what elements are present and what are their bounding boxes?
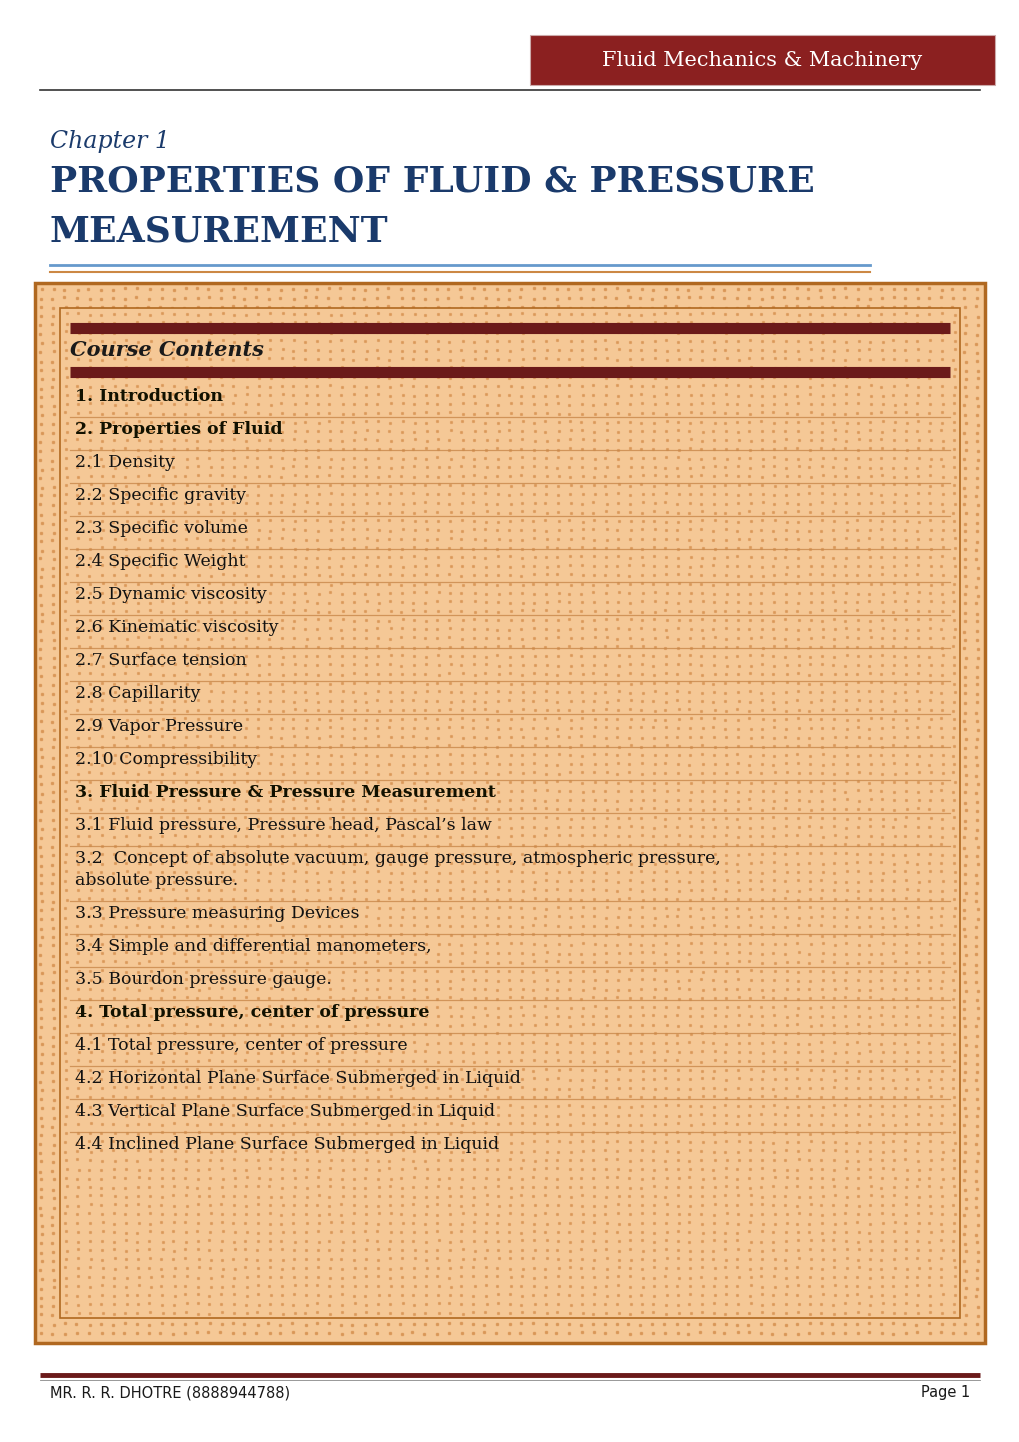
Text: 2.6 Kinematic viscosity: 2.6 Kinematic viscosity bbox=[75, 619, 278, 636]
Bar bbox=[60, 309, 959, 1318]
Text: 2.4 Specific Weight: 2.4 Specific Weight bbox=[75, 552, 246, 570]
Text: 2.1 Density: 2.1 Density bbox=[75, 454, 174, 472]
Text: 3. Fluid Pressure & Pressure Measurement: 3. Fluid Pressure & Pressure Measurement bbox=[75, 784, 495, 800]
Text: 4.2 Horizontal Plane Surface Submerged in Liquid: 4.2 Horizontal Plane Surface Submerged i… bbox=[75, 1070, 521, 1087]
Text: Fluid Mechanics & Machinery: Fluid Mechanics & Machinery bbox=[602, 50, 922, 69]
Text: 2.5 Dynamic viscosity: 2.5 Dynamic viscosity bbox=[75, 585, 267, 603]
Text: 3.2  Concept of absolute vacuum, gauge pressure, atmospheric pressure,: 3.2 Concept of absolute vacuum, gauge pr… bbox=[75, 849, 720, 867]
Text: 3.1 Fluid pressure, Pressure head, Pascal’s law: 3.1 Fluid pressure, Pressure head, Pasca… bbox=[75, 818, 491, 833]
Text: 2. Properties of Fluid: 2. Properties of Fluid bbox=[75, 421, 282, 438]
Text: 3.5 Bourdon pressure gauge.: 3.5 Bourdon pressure gauge. bbox=[75, 970, 331, 988]
Text: MR. R. R. DHOTRE (8888944788): MR. R. R. DHOTRE (8888944788) bbox=[50, 1384, 289, 1400]
Text: 2.8 Capillarity: 2.8 Capillarity bbox=[75, 685, 201, 702]
Text: Course Contents: Course Contents bbox=[70, 340, 264, 360]
Text: 3.4 Simple and differential manometers,: 3.4 Simple and differential manometers, bbox=[75, 937, 431, 955]
Text: PROPERTIES OF FLUID & PRESSURE: PROPERTIES OF FLUID & PRESSURE bbox=[50, 164, 814, 199]
Text: 2.7 Surface tension: 2.7 Surface tension bbox=[75, 652, 247, 669]
Text: 4. Total pressure, center of pressure: 4. Total pressure, center of pressure bbox=[75, 1004, 429, 1021]
Bar bbox=[530, 35, 994, 85]
Text: MEASUREMENT: MEASUREMENT bbox=[50, 215, 388, 249]
Bar bbox=[35, 283, 984, 1343]
Text: 3.3 Pressure measuring Devices: 3.3 Pressure measuring Devices bbox=[75, 906, 359, 921]
Text: 2.3 Specific volume: 2.3 Specific volume bbox=[75, 521, 248, 536]
Text: Page 1: Page 1 bbox=[920, 1384, 969, 1400]
Text: 2.9 Vapor Pressure: 2.9 Vapor Pressure bbox=[75, 718, 243, 735]
Text: 2.2 Specific gravity: 2.2 Specific gravity bbox=[75, 487, 246, 505]
Text: absolute pressure.: absolute pressure. bbox=[75, 872, 238, 890]
Text: 4.1 Total pressure, center of pressure: 4.1 Total pressure, center of pressure bbox=[75, 1037, 408, 1054]
Text: Chapter 1: Chapter 1 bbox=[50, 130, 170, 153]
Text: 1. Introduction: 1. Introduction bbox=[75, 388, 223, 405]
Text: 2.10 Compressibility: 2.10 Compressibility bbox=[75, 751, 257, 769]
Text: 4.4 Inclined Plane Surface Submerged in Liquid: 4.4 Inclined Plane Surface Submerged in … bbox=[75, 1136, 498, 1154]
Text: 4.3 Vertical Plane Surface Submerged in Liquid: 4.3 Vertical Plane Surface Submerged in … bbox=[75, 1103, 494, 1120]
